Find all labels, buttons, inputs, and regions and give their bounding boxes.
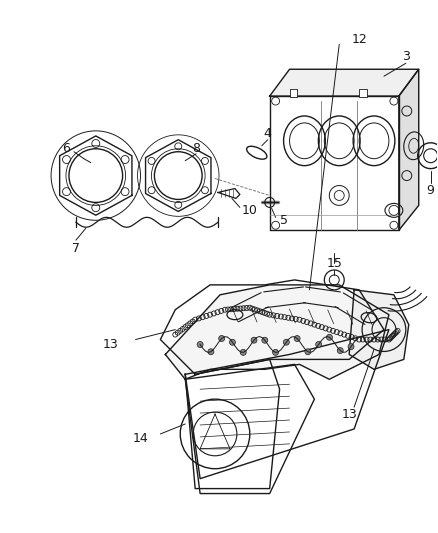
Polygon shape: [399, 69, 419, 230]
Text: 8: 8: [192, 142, 200, 155]
Bar: [290, 89, 297, 97]
Circle shape: [294, 336, 300, 342]
Text: 7: 7: [72, 241, 80, 255]
Circle shape: [283, 339, 290, 345]
Polygon shape: [160, 280, 384, 374]
Polygon shape: [185, 365, 314, 494]
Circle shape: [272, 350, 279, 356]
Circle shape: [326, 334, 332, 340]
Text: 3: 3: [402, 50, 410, 63]
Polygon shape: [349, 290, 409, 369]
Circle shape: [337, 348, 343, 353]
Circle shape: [240, 350, 246, 356]
Circle shape: [251, 337, 257, 343]
Polygon shape: [270, 96, 399, 230]
Circle shape: [219, 335, 225, 342]
Circle shape: [262, 337, 268, 343]
Circle shape: [305, 349, 311, 355]
Text: 14: 14: [133, 432, 148, 446]
Text: 15: 15: [326, 256, 342, 270]
Polygon shape: [165, 285, 389, 379]
Polygon shape: [270, 69, 419, 96]
Text: 12: 12: [351, 33, 367, 46]
Text: 13: 13: [341, 408, 357, 421]
Text: 9: 9: [427, 184, 434, 197]
Bar: [359, 89, 367, 97]
Text: 6: 6: [62, 142, 70, 155]
Circle shape: [316, 342, 321, 348]
Text: 10: 10: [242, 204, 258, 217]
Circle shape: [230, 340, 236, 345]
Circle shape: [208, 349, 214, 354]
Text: 4: 4: [264, 127, 272, 140]
Text: 5: 5: [279, 214, 288, 227]
Circle shape: [197, 342, 203, 348]
Circle shape: [348, 344, 354, 350]
Polygon shape: [218, 189, 240, 198]
Polygon shape: [185, 359, 279, 489]
Polygon shape: [185, 329, 389, 479]
Text: 13: 13: [103, 338, 119, 351]
